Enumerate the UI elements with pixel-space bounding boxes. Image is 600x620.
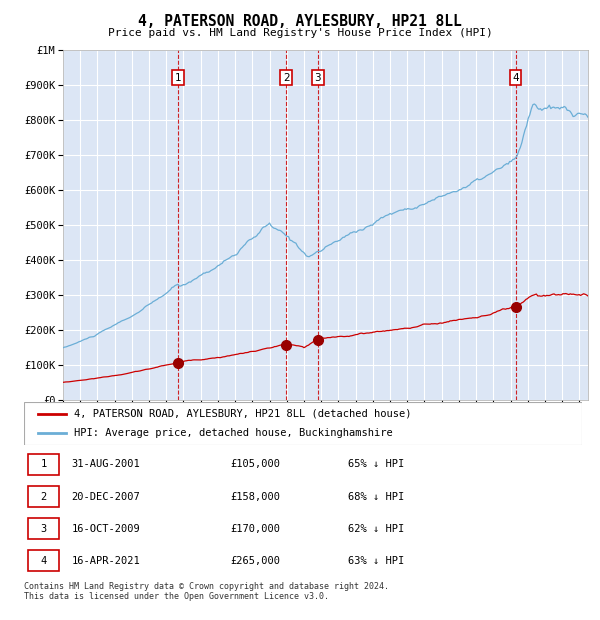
Text: HPI: Average price, detached house, Buckinghamshire: HPI: Average price, detached house, Buck… [74, 428, 393, 438]
FancyBboxPatch shape [28, 486, 59, 507]
Text: 31-AUG-2001: 31-AUG-2001 [71, 459, 140, 469]
Text: 2: 2 [41, 492, 47, 502]
Text: 3: 3 [41, 524, 47, 534]
Text: 62% ↓ HPI: 62% ↓ HPI [347, 524, 404, 534]
Text: Contains HM Land Registry data © Crown copyright and database right 2024.
This d: Contains HM Land Registry data © Crown c… [24, 582, 389, 601]
Text: 4: 4 [512, 73, 519, 82]
Text: £170,000: £170,000 [230, 524, 280, 534]
FancyBboxPatch shape [28, 454, 59, 475]
Text: 1: 1 [175, 73, 181, 82]
Text: 63% ↓ HPI: 63% ↓ HPI [347, 556, 404, 566]
Text: 1: 1 [41, 459, 47, 469]
Text: 68% ↓ HPI: 68% ↓ HPI [347, 492, 404, 502]
Text: 2: 2 [283, 73, 290, 82]
Text: 4, PATERSON ROAD, AYLESBURY, HP21 8LL: 4, PATERSON ROAD, AYLESBURY, HP21 8LL [138, 14, 462, 29]
Text: 16-OCT-2009: 16-OCT-2009 [71, 524, 140, 534]
Text: £265,000: £265,000 [230, 556, 280, 566]
FancyBboxPatch shape [24, 402, 582, 445]
Text: 4, PATERSON ROAD, AYLESBURY, HP21 8LL (detached house): 4, PATERSON ROAD, AYLESBURY, HP21 8LL (d… [74, 409, 412, 419]
Text: 3: 3 [314, 73, 321, 82]
Text: 4: 4 [41, 556, 47, 566]
Text: £158,000: £158,000 [230, 492, 280, 502]
Text: Price paid vs. HM Land Registry's House Price Index (HPI): Price paid vs. HM Land Registry's House … [107, 28, 493, 38]
Text: 65% ↓ HPI: 65% ↓ HPI [347, 459, 404, 469]
FancyBboxPatch shape [28, 518, 59, 539]
Text: 20-DEC-2007: 20-DEC-2007 [71, 492, 140, 502]
FancyBboxPatch shape [28, 551, 59, 572]
Text: 16-APR-2021: 16-APR-2021 [71, 556, 140, 566]
Text: £105,000: £105,000 [230, 459, 280, 469]
